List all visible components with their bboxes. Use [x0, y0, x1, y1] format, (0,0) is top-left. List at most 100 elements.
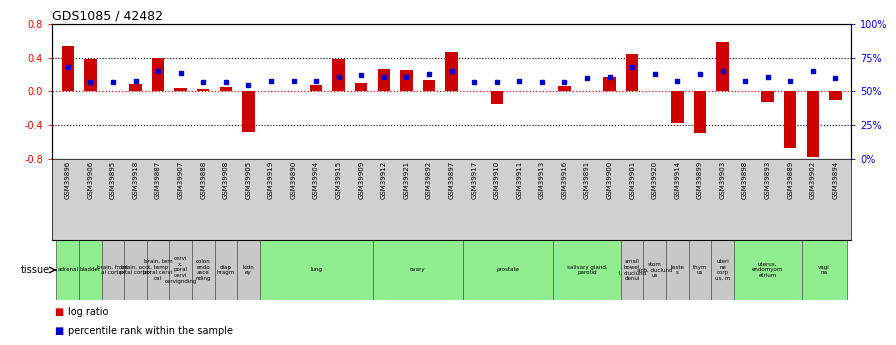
Text: adrenal: adrenal [57, 267, 78, 273]
Bar [711, 240, 734, 300]
Text: brain, front
al cortex: brain, front al cortex [98, 265, 128, 275]
Text: vagi
na: vagi na [818, 265, 830, 275]
Text: GSM39891: GSM39891 [584, 161, 590, 199]
Text: bladder: bladder [80, 267, 101, 273]
Bar [802, 240, 847, 300]
Bar [169, 240, 192, 300]
Text: GSM39900: GSM39900 [607, 161, 613, 199]
Text: GDS1085 / 42482: GDS1085 / 42482 [52, 10, 163, 23]
Bar [558, 86, 571, 91]
Text: prostate: prostate [496, 267, 520, 273]
Text: log ratio: log ratio [68, 307, 108, 317]
Bar [237, 240, 260, 300]
Text: GSM39887: GSM39887 [155, 161, 161, 199]
Text: GSM39906: GSM39906 [87, 161, 93, 199]
Bar [79, 240, 101, 300]
Text: GSM39919: GSM39919 [268, 161, 274, 199]
Bar [355, 83, 367, 91]
Text: GSM39888: GSM39888 [200, 161, 206, 199]
Bar [671, 91, 684, 124]
Text: GSM39918: GSM39918 [133, 161, 139, 199]
Text: GSM39893: GSM39893 [764, 161, 771, 199]
Text: kidn
ey: kidn ey [243, 265, 254, 275]
Bar [377, 69, 390, 91]
Text: lung: lung [310, 267, 323, 273]
Bar [373, 240, 463, 300]
Bar [260, 240, 373, 300]
Text: percentile rank within the sample: percentile rank within the sample [68, 326, 233, 336]
Text: GSM39901: GSM39901 [629, 161, 635, 199]
Text: GSM39914: GSM39914 [675, 161, 680, 199]
Bar [626, 55, 639, 91]
Text: GSM39907: GSM39907 [177, 161, 184, 199]
Bar [490, 91, 503, 104]
Bar [152, 58, 164, 91]
Bar [175, 88, 187, 91]
Bar [643, 240, 666, 300]
Bar [716, 42, 728, 91]
Bar [463, 240, 553, 300]
Bar [784, 91, 797, 148]
Bar [829, 91, 841, 100]
Text: ■: ■ [54, 326, 63, 336]
Text: GSM39896: GSM39896 [65, 161, 71, 199]
Text: uterus,
endomyom
etrium: uterus, endomyom etrium [752, 262, 783, 278]
Text: GSM39890: GSM39890 [290, 161, 297, 199]
Bar [762, 91, 774, 102]
Bar [242, 91, 254, 132]
Text: tissue: tissue [21, 265, 50, 275]
Text: salivary gland,
parotid: salivary gland, parotid [567, 265, 607, 275]
Text: GSM39904: GSM39904 [313, 161, 319, 199]
Text: GSM39920: GSM39920 [651, 161, 658, 199]
Text: GSM39903: GSM39903 [719, 161, 726, 199]
Text: GSM39915: GSM39915 [336, 161, 341, 199]
Text: GSM39897: GSM39897 [449, 161, 454, 199]
Text: GSM39908: GSM39908 [223, 161, 228, 199]
Bar [129, 84, 142, 91]
Text: GSM39913: GSM39913 [538, 161, 545, 199]
Bar [310, 85, 323, 91]
Bar [445, 52, 458, 91]
Bar [401, 70, 413, 91]
Text: GSM39912: GSM39912 [381, 161, 387, 199]
Bar [806, 91, 819, 157]
Text: GSM39921: GSM39921 [403, 161, 409, 199]
Bar [689, 240, 711, 300]
Text: uteri
ne
corp
us, m: uteri ne corp us, m [715, 259, 730, 281]
Text: GSM39898: GSM39898 [742, 161, 748, 199]
Text: diap
hragm: diap hragm [217, 265, 235, 275]
Bar [125, 240, 147, 300]
Text: GSM39905: GSM39905 [246, 161, 252, 199]
Text: GSM39916: GSM39916 [562, 161, 567, 199]
Text: small
bowel,
I, duclund
denui: small bowel, I, duclund denui [618, 259, 646, 281]
Text: teste
s: teste s [670, 265, 685, 275]
Text: GSM39911: GSM39911 [516, 161, 522, 199]
Text: ■: ■ [54, 307, 63, 317]
Text: thym
us: thym us [693, 265, 707, 275]
Bar [423, 80, 435, 91]
Bar [147, 240, 169, 300]
Text: brain, occi
pital cortex: brain, occi pital cortex [120, 265, 151, 275]
Bar [84, 59, 97, 91]
Bar [101, 240, 125, 300]
Text: brain, tem
x, temp
poral cervi
cal: brain, tem x, temp poral cervi cal [143, 259, 173, 281]
Bar [603, 77, 616, 91]
Text: GSM39889: GSM39889 [788, 161, 793, 199]
Bar [621, 240, 643, 300]
Bar [62, 46, 74, 91]
Bar [666, 240, 689, 300]
Text: GSM39895: GSM39895 [110, 161, 116, 199]
Text: GSM39892: GSM39892 [426, 161, 432, 199]
Text: GSM39910: GSM39910 [494, 161, 500, 199]
Bar [694, 91, 706, 132]
Text: GSM39899: GSM39899 [697, 161, 703, 199]
Text: cervi
x,
poral
cervi
cervignding: cervi x, poral cervi cervignding [165, 256, 197, 284]
Bar [214, 240, 237, 300]
Text: GSM39894: GSM39894 [832, 161, 839, 199]
Bar [220, 87, 232, 91]
Bar [192, 240, 214, 300]
Bar [197, 89, 210, 91]
Bar [553, 240, 621, 300]
Text: GSM39902: GSM39902 [810, 161, 816, 199]
Bar [56, 240, 79, 300]
